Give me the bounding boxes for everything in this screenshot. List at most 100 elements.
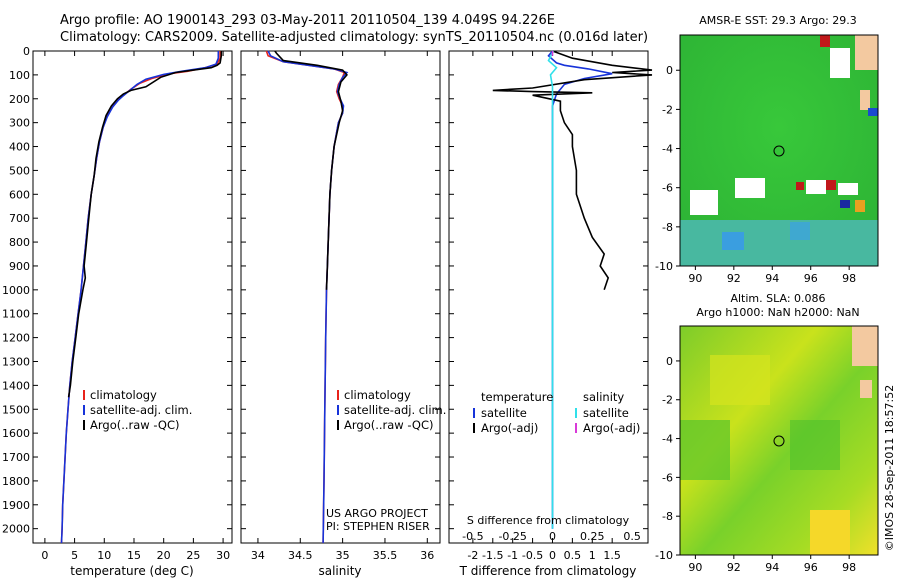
sst-land2 xyxy=(860,90,870,110)
sst-map-title: AMSR-E SST: 29.3 Argo: 29.3 xyxy=(699,14,857,27)
depth-tick-label: 1700 xyxy=(2,451,30,464)
sst-map-x-ticks: 90 92 94 96 98 xyxy=(688,266,856,285)
header-line2: Climatology: CARS2009. Satellite-adjuste… xyxy=(60,30,648,45)
map-y-tick-label: -2 xyxy=(662,394,673,407)
series-line-1 xyxy=(492,50,653,291)
legend-salinity-title: salinity xyxy=(583,390,624,404)
tdiff-xlabel: T difference from climatology xyxy=(459,564,637,578)
x-tick-label: 0 xyxy=(41,549,48,562)
salinity-xlabel: salinity xyxy=(318,564,361,578)
sst-cloud-patch2 xyxy=(735,178,765,198)
sla-low-patch xyxy=(680,420,730,480)
difference-y-ticks xyxy=(449,50,648,530)
x-tick-label: 36 xyxy=(420,549,434,562)
sla-land2 xyxy=(860,380,872,398)
depth-tick-label: 1100 xyxy=(2,308,30,321)
salinity-lines xyxy=(265,50,349,544)
depth-tick-label: 1900 xyxy=(2,499,30,512)
sdiff-tick-label: 0.25 xyxy=(580,530,605,543)
depth-tick-label: 1400 xyxy=(2,379,30,392)
temperature-lines xyxy=(60,51,223,544)
sla-map: Altim. SLA: 0.086 Argo h1000: NaN h2000:… xyxy=(655,292,879,574)
series-line-2 xyxy=(547,50,558,529)
sla-high-patch2 xyxy=(810,510,850,555)
difference-legend: temperature salinitysatelliteArgo(-adj)sa… xyxy=(473,390,640,435)
legend-label: satellite-adj. clim. xyxy=(344,403,446,417)
legend-label: Argo(..raw -QC) xyxy=(344,418,434,432)
argo-location-marker-sla xyxy=(773,435,785,447)
sst-cold-pixel xyxy=(840,200,850,208)
sla-map-x-ticks: 90 92 94 96 98 xyxy=(688,555,856,574)
sdiff-tick-labels: -0.5 -0.25 0 0.25 0.5 xyxy=(462,530,641,543)
salinity-x-ticks: 34 34.5 35 35.5 36 xyxy=(251,51,434,562)
salinity-axes xyxy=(240,50,441,544)
x-tick-label: 34 xyxy=(251,549,265,562)
x-tick-label: -2 xyxy=(467,549,478,562)
depth-tick-label: 1800 xyxy=(2,475,30,488)
project-annotation: US ARGO PROJECT xyxy=(326,507,428,520)
sst-warm-pixel xyxy=(855,200,865,212)
sst-map-y-ticks: 0 -2 -4 -6 -8 -10 xyxy=(655,64,680,273)
x-tick-label: 0.5 xyxy=(564,549,582,562)
sdiff-tick-label: -0.5 xyxy=(462,530,483,543)
sst-map: AMSR-E SST: 29.3 Argo: 29.3 90 92 94 96 98 0… xyxy=(655,14,879,285)
map-y-tick-label: -10 xyxy=(655,549,673,562)
sst-map-patches xyxy=(680,35,878,266)
map-y-tick-label: 0 xyxy=(666,64,673,77)
depth-tick-label: 200 xyxy=(9,93,30,106)
legend-label: climatology xyxy=(344,388,411,402)
depth-tick-label: 600 xyxy=(9,188,30,201)
temperature-xlabel: temperature (deg C) xyxy=(70,564,193,578)
difference-panel: -2 -1.5 -1 -0.5 0 0.5 1 1.5 -0.5 -0.25 0 0.25 0.5 S… xyxy=(448,50,653,578)
x-tick-label: 10 xyxy=(97,549,111,562)
x-tick-label: 30 xyxy=(216,549,230,562)
sst-blue-patch xyxy=(722,232,744,250)
sst-blue-patch2 xyxy=(790,222,810,240)
salinity-y-ticks xyxy=(241,50,440,530)
sst-land xyxy=(855,35,878,70)
difference-axes xyxy=(448,50,649,544)
map-x-tick-label: 96 xyxy=(804,272,818,285)
temperature-axes xyxy=(32,50,233,544)
depth-tick-label: 1500 xyxy=(2,403,30,416)
x-tick-label: 15 xyxy=(127,549,141,562)
x-tick-label: -1.5 xyxy=(482,549,503,562)
x-tick-label: 1 xyxy=(589,549,596,562)
map-x-tick-label: 98 xyxy=(842,272,856,285)
map-x-tick-label: 98 xyxy=(842,561,856,574)
depth-tick-label: 800 xyxy=(9,236,30,249)
copyright-stamp: ©IMOS 28-Sep-2011 18:57:52 xyxy=(883,385,896,551)
legend-label: Argo(-adj) xyxy=(583,421,640,435)
x-tick-label: 34.5 xyxy=(288,549,313,562)
sdiff-tick-label: 0 xyxy=(549,530,556,543)
x-tick-label: -1 xyxy=(507,549,518,562)
depth-tick-label: 100 xyxy=(9,69,30,82)
tdiff-x-ticks: -2 -1.5 -1 -0.5 0 0.5 1 1.5 xyxy=(467,51,621,562)
sla-map-y-ticks: 0 -2 -4 -6 -8 -10 xyxy=(655,355,680,562)
series-line-2 xyxy=(67,51,223,398)
legend-label: Argo(..raw -QC) xyxy=(90,418,180,432)
sla-map-patches xyxy=(680,326,878,555)
sla-map-frame xyxy=(679,325,879,556)
sst-hot-pixel xyxy=(826,180,836,190)
depth-tick-label: 900 xyxy=(9,260,30,273)
legend-label: climatology xyxy=(90,388,157,402)
map-y-tick-label: -10 xyxy=(655,260,673,273)
x-tick-label: 1.5 xyxy=(603,549,621,562)
depth-tick-label: 1600 xyxy=(2,427,30,440)
legend-label: satellite-adj. clim. xyxy=(90,403,192,417)
sdiff-xlabel: S difference from climatology xyxy=(467,514,630,527)
sst-cloud-patch5 xyxy=(830,48,850,78)
sst-cloud-patch4 xyxy=(838,183,858,195)
legend-label: satellite xyxy=(583,406,629,420)
legend-label: satellite xyxy=(481,406,527,420)
map-x-tick-label: 92 xyxy=(727,272,741,285)
depth-tick-label: 1200 xyxy=(2,332,30,345)
argo-location-marker xyxy=(773,145,785,157)
map-y-tick-label: -4 xyxy=(662,433,673,446)
map-x-tick-label: 90 xyxy=(688,561,702,574)
map-x-tick-label: 94 xyxy=(765,272,779,285)
sla-map-title: Altim. SLA: 0.086 xyxy=(730,292,825,305)
